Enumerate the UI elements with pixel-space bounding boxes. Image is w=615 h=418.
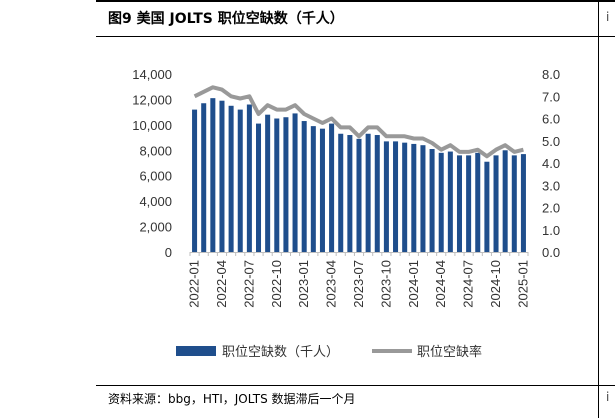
bar-job-openings [466, 155, 472, 252]
bar-job-openings [484, 161, 490, 252]
right-axis-tick-label: 6.0 [542, 112, 560, 127]
bar-job-openings [265, 114, 271, 252]
bar-job-openings [319, 128, 325, 252]
left-axis-tick-label: 12,000 [132, 92, 172, 107]
bar-job-openings [493, 155, 499, 252]
x-axis-tick-label: 2023-04 [324, 260, 339, 308]
line-vacancy-rate [193, 85, 524, 159]
bar-job-openings [310, 126, 316, 252]
figure-title: 图9 美国 JOLTS 职位空缺数（千人） [108, 11, 344, 27]
left-axis-tick-label: 2,000 [139, 220, 172, 235]
bar-job-openings [420, 145, 426, 252]
bar-job-openings [520, 154, 526, 252]
bar-job-openings [502, 150, 508, 252]
bar-job-openings [347, 135, 353, 252]
bar-job-openings [411, 143, 417, 252]
bar-job-openings [201, 103, 207, 252]
adjacent-panel-glyph-top: i [606, 10, 610, 24]
legend-swatch-job-openings [176, 346, 216, 356]
bar-job-openings [456, 155, 462, 252]
source-note: 资料来源：bbg，HTI，JOLTS 数据滞后一个月 [108, 392, 356, 406]
bar-job-openings [447, 151, 453, 252]
x-axis-tick-label: 2023-07 [351, 260, 366, 308]
right-axis-tick-label: 2.0 [542, 201, 560, 216]
figure-header: 图9 美国 JOLTS 职位空缺数（千人） [96, 0, 615, 36]
right-axis-tick-label: 8.0 [542, 67, 560, 82]
bar-job-openings [246, 104, 252, 252]
x-axis-tick-label: 2022-01 [187, 260, 202, 308]
panel-divider [598, 0, 599, 418]
bar-job-openings [292, 113, 298, 253]
x-axis-tick-label: 2024-04 [433, 260, 448, 308]
right-axis-tick-label: 1.0 [542, 223, 560, 238]
bar-job-openings [237, 109, 243, 252]
left-axis-tick-label: 14,000 [132, 67, 172, 82]
bar-job-openings [219, 100, 225, 252]
left-axis-tick-label: 8,000 [139, 143, 172, 158]
x-axis-tick-label: 2022-07 [241, 260, 256, 308]
bar-job-openings [438, 152, 444, 252]
x-axis-tick-label: 2023-01 [296, 260, 311, 308]
legend-label-job-openings: 职位空缺数（千人） [222, 344, 339, 359]
x-axis-tick-label: 2024-01 [406, 260, 421, 308]
footer-rule [96, 385, 615, 386]
x-axis-tick-label: 2022-10 [269, 260, 284, 308]
bar-job-openings [274, 118, 280, 252]
bar-job-openings [228, 105, 234, 253]
left-axis-tick-label: 10,000 [132, 118, 172, 133]
x-axis-tick-label: 2024-07 [461, 260, 476, 308]
bar-job-openings [511, 155, 517, 252]
left-axis-tick-label: 0 [165, 245, 172, 260]
bar-job-openings [329, 123, 335, 252]
bar-job-openings [374, 135, 380, 252]
bar-job-openings [283, 117, 289, 252]
right-axis-tick-label: 4.0 [542, 156, 560, 171]
right-axis-tick-label: 0.0 [542, 245, 560, 260]
right-axis-tick-label: 3.0 [542, 178, 560, 193]
bar-job-openings [356, 138, 362, 252]
bar-job-openings [383, 141, 389, 252]
bar-job-openings [301, 121, 307, 253]
bar-job-openings [365, 133, 371, 252]
bar-job-openings [475, 152, 481, 252]
left-axis-tick-label: 4,000 [139, 194, 172, 209]
bar-job-openings [210, 98, 216, 253]
bar-job-openings [429, 149, 435, 252]
top-rule [96, 0, 615, 2]
x-axis-tick-label: 2022-04 [214, 260, 229, 308]
right-axis-tick-label: 7.0 [542, 89, 560, 104]
x-axis-tick-label: 2023-10 [378, 260, 393, 308]
header-rule [96, 36, 615, 37]
right-axis-tick-label: 5.0 [542, 134, 560, 149]
legend-label-vacancy-rate: 职位空缺率 [417, 344, 482, 359]
bar-job-openings [256, 123, 262, 252]
left-axis-tick-label: 6,000 [139, 169, 172, 184]
adjacent-panel-glyph-bottom: i [606, 390, 610, 404]
bar-job-openings [402, 142, 408, 252]
bar-job-openings [393, 141, 399, 252]
x-axis-tick-label: 2024-10 [488, 260, 503, 308]
bar-job-openings [192, 109, 198, 252]
bar-job-openings [338, 133, 344, 252]
x-axis-tick-label: 2025-01 [515, 260, 530, 308]
